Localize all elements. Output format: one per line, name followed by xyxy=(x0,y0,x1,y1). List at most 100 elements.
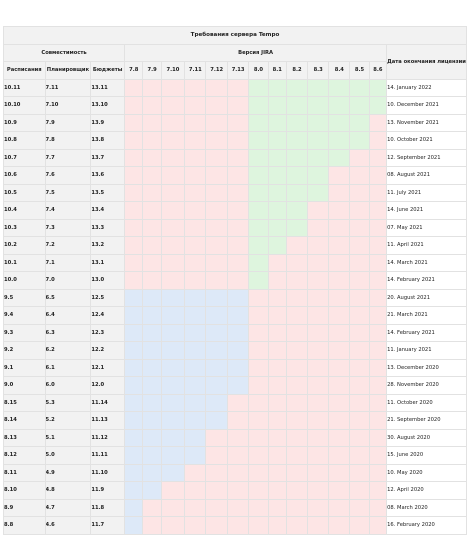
budgets-version-cell: 11.7 xyxy=(90,516,126,535)
incompatible-cell xyxy=(307,323,330,342)
incompatible-cell xyxy=(307,271,330,290)
incompatible-cell xyxy=(205,131,228,150)
compatible-cell xyxy=(307,166,330,185)
schedules-version-cell: 9.4 xyxy=(3,306,46,325)
compatible-cell xyxy=(267,78,287,97)
budgets-version-cell: 12.5 xyxy=(90,288,126,307)
incompatible-cell xyxy=(160,183,186,202)
incompatible-cell xyxy=(248,481,269,500)
jira-version-header-cell: 7.10 xyxy=(160,61,186,80)
schedules-version-cell: 10.9 xyxy=(3,113,46,132)
planner-version-cell: 7.3 xyxy=(44,218,92,237)
compatible-cell xyxy=(248,183,269,202)
table-row: 10.4 7.4 13.4 14. June 2021 xyxy=(3,201,467,220)
incompatible-cell xyxy=(205,201,228,220)
compatible-cell xyxy=(184,393,207,412)
budgets-version-cell: 13.9 xyxy=(90,113,126,132)
jira-version-header-cell: 7.11 xyxy=(184,61,207,80)
budgets-version-cell: 13.3 xyxy=(90,218,126,237)
compatible-cell xyxy=(205,306,228,325)
incompatible-cell xyxy=(184,253,207,272)
incompatible-cell xyxy=(285,446,309,465)
incompatible-cell xyxy=(349,446,370,465)
budgets-version-cell: 11.9 xyxy=(90,481,126,500)
compatible-cell xyxy=(349,113,370,132)
compatible-cell xyxy=(307,78,330,97)
incompatible-cell xyxy=(184,148,207,167)
compatible-cell xyxy=(184,446,207,465)
incompatible-cell xyxy=(349,183,370,202)
incompatible-cell xyxy=(285,481,309,500)
incompatible-cell xyxy=(328,376,351,395)
incompatible-cell xyxy=(226,516,250,535)
license-expiry-date: 08. March 2020 xyxy=(386,498,467,517)
schedules-version-cell: 10.0 xyxy=(3,271,46,290)
compatible-cell xyxy=(248,131,269,150)
incompatible-cell xyxy=(368,428,388,447)
incompatible-cell xyxy=(248,498,269,517)
compatible-cell xyxy=(267,166,287,185)
license-expiry-date: 10. December 2021 xyxy=(386,96,467,115)
incompatible-cell xyxy=(160,481,186,500)
compatible-cell xyxy=(248,78,269,97)
license-expiry-date: 21. March 2021 xyxy=(386,306,467,325)
incompatible-cell xyxy=(368,516,388,535)
col-header-schedules: Расписания xyxy=(3,61,46,80)
compatible-cell xyxy=(267,148,287,167)
incompatible-cell xyxy=(248,516,269,535)
incompatible-cell xyxy=(142,236,162,255)
compatible-cell xyxy=(160,341,186,360)
incompatible-cell xyxy=(307,481,330,500)
compatible-cell xyxy=(142,358,162,377)
compatible-cell xyxy=(285,131,309,150)
incompatible-cell xyxy=(184,131,207,150)
compatible-cell xyxy=(205,323,228,342)
incompatible-cell xyxy=(124,218,144,237)
incompatible-cell xyxy=(142,148,162,167)
incompatible-cell xyxy=(328,271,351,290)
compatible-cell xyxy=(184,428,207,447)
table-row: 10.0 7.0 13.0 14. February 2021 xyxy=(3,271,467,290)
compatible-cell xyxy=(267,96,287,115)
incompatible-cell xyxy=(328,253,351,272)
planner-version-cell: 7.8 xyxy=(44,131,92,150)
budgets-version-cell: 11.8 xyxy=(90,498,126,517)
incompatible-cell xyxy=(285,463,309,482)
incompatible-cell xyxy=(307,376,330,395)
incompatible-cell xyxy=(368,166,388,185)
incompatible-cell xyxy=(248,288,269,307)
incompatible-cell xyxy=(160,516,186,535)
incompatible-cell xyxy=(205,498,228,517)
incompatible-cell xyxy=(307,341,330,360)
compatible-cell xyxy=(328,78,351,97)
incompatible-cell xyxy=(328,481,351,500)
compatible-cell xyxy=(184,376,207,395)
incompatible-cell xyxy=(285,253,309,272)
compatible-cell xyxy=(248,201,269,220)
incompatible-cell xyxy=(184,96,207,115)
table-row: 10.7 7.7 13.7 12. September 2021 xyxy=(3,148,467,167)
incompatible-cell xyxy=(285,358,309,377)
compatible-cell xyxy=(226,306,250,325)
incompatible-cell xyxy=(368,131,388,150)
compatible-cell xyxy=(124,393,144,412)
incompatible-cell xyxy=(226,218,250,237)
budgets-version-cell: 13.10 xyxy=(90,96,126,115)
incompatible-cell xyxy=(184,113,207,132)
incompatible-cell xyxy=(226,113,250,132)
incompatible-cell xyxy=(160,218,186,237)
compatible-cell xyxy=(184,306,207,325)
planner-version-cell: 7.4 xyxy=(44,201,92,220)
incompatible-cell xyxy=(226,236,250,255)
incompatible-cell xyxy=(349,481,370,500)
compatible-cell xyxy=(160,428,186,447)
incompatible-cell xyxy=(205,236,228,255)
compatible-cell xyxy=(124,341,144,360)
tempo-server-requirements-table: Требования сервера Tempo Совместимость В… xyxy=(2,26,467,535)
planner-version-cell: 7.1 xyxy=(44,253,92,272)
incompatible-cell xyxy=(328,411,351,430)
incompatible-cell xyxy=(248,428,269,447)
incompatible-cell xyxy=(142,166,162,185)
license-expiry-date: 13. December 2020 xyxy=(386,358,467,377)
compatible-cell xyxy=(124,411,144,430)
